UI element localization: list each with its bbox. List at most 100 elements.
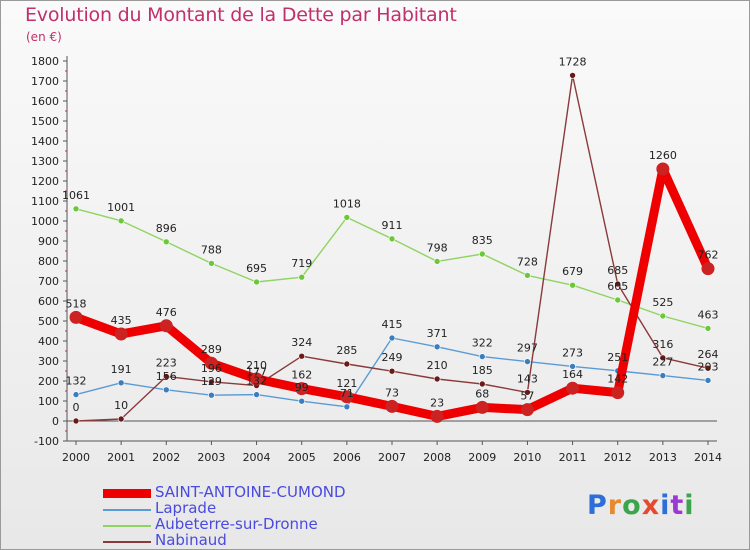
y-tick-label: 900 [38,235,59,248]
data-point [162,373,170,380]
data-point [611,386,625,400]
x-tick-label: 2002 [152,451,180,464]
y-tick-label: 1100 [31,195,59,208]
data-point [114,327,128,341]
data-label: 132 [246,375,267,388]
x-tick-label: 2000 [62,451,90,464]
logo-letter: r [607,490,623,521]
data-label: 251 [607,351,628,364]
chart-series [69,72,715,425]
logo-letter: x [641,490,661,521]
data-label: 518 [66,297,87,310]
data-label: 728 [517,255,538,268]
y-tick-label: 600 [38,295,59,308]
data-label: 911 [382,219,403,232]
y-tick-label: 700 [38,275,59,288]
data-label: 1001 [107,201,135,214]
data-point [117,415,125,423]
data-label: 435 [111,314,132,327]
data-point [298,352,306,360]
data-point [204,356,218,370]
data-point [343,214,351,221]
x-tick-label: 2001 [107,451,135,464]
data-label: 371 [427,327,448,340]
data-point [433,375,441,383]
y-tick-label: 200 [38,375,59,388]
chart-unit-label: (en €) [26,30,62,44]
data-point [388,235,396,243]
data-label: 605 [607,280,628,293]
data-label: 476 [156,306,177,319]
data-label: 227 [652,356,673,369]
data-label: 142 [607,373,628,386]
data-point [250,372,264,386]
data-label: 273 [562,346,583,359]
x-tick-label: 2011 [559,451,587,464]
x-tick-label: 2009 [468,451,496,464]
logo-letter: o [622,490,642,521]
data-point [385,399,399,413]
proxiti-logo: Proxiti [587,490,695,521]
chart-data-labels: 1061 1001 896 788 695 719 1018 911 798 835 728 679 6… [62,55,719,414]
data-label: 798 [427,241,448,254]
data-point [388,367,396,375]
data-label: 285 [336,344,357,357]
data-point [524,389,531,396]
data-point [253,391,260,398]
data-point [72,391,80,398]
legend-label: SAINT-ANTOINE-CUMOND [155,483,346,501]
data-label: 316 [652,338,673,351]
data-point [659,372,667,379]
data-point [117,217,125,225]
data-label: 762 [698,249,719,262]
data-label: 99 [295,381,309,394]
data-point [704,377,712,384]
x-tick-label: 2007 [378,451,406,464]
data-point [208,378,215,386]
data-point [566,381,580,395]
legend-label: Laprade [155,499,217,517]
data-label: 71 [340,387,354,400]
data-label: 695 [246,262,267,275]
y-tick-label: 1000 [31,215,59,228]
logo-letter: P [587,490,608,521]
data-label: 322 [472,337,493,350]
data-point [478,380,486,388]
data-point [704,364,712,372]
data-point [433,343,441,351]
legend-label: Nabinaud [155,531,227,549]
data-point [478,353,486,360]
data-point [159,319,173,333]
data-point [701,262,715,276]
legend-swatch [103,489,151,498]
data-point [433,258,441,265]
data-point [475,400,489,414]
y-tick-label: 1700 [31,75,59,88]
data-label: 156 [156,370,177,383]
data-label: 415 [382,318,403,331]
x-tick-label: 2008 [423,451,451,464]
data-label: 324 [291,336,312,349]
data-label: 719 [291,257,312,270]
data-label: 57 [520,390,534,403]
x-tick-label: 2012 [604,451,632,464]
data-point [298,273,306,281]
data-label: 129 [201,375,222,388]
data-label: 289 [201,343,222,356]
data-point [656,162,670,176]
data-point [569,281,576,289]
data-point [388,334,396,342]
legend-swatch [103,509,151,511]
data-label: 121 [336,377,357,390]
y-tick-label: 1200 [31,175,59,188]
data-point [343,403,351,411]
x-tick-label: 2010 [513,451,541,464]
data-label: 525 [652,296,673,309]
y-tick-label: 0 [52,415,59,428]
data-label: 264 [698,348,719,361]
data-label: 1061 [62,189,90,202]
y-tick-label: 1400 [31,135,59,148]
data-label: 185 [472,364,493,377]
